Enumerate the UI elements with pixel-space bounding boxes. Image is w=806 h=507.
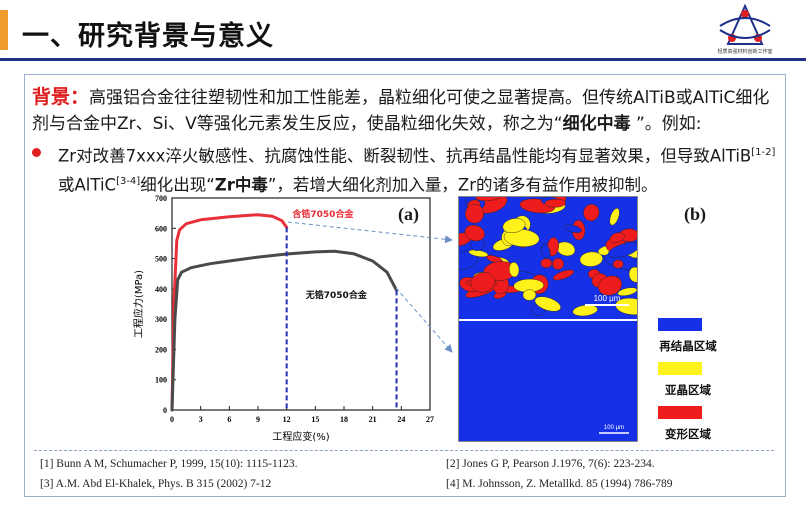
- chart-axes: 0 100 200 300 400 500 600 700 0 3 6 9 12 15 18 21 24 27: [155, 194, 434, 424]
- legend-item-deformed: 变形区域: [648, 406, 728, 450]
- grain-patch: [609, 232, 625, 243]
- series-label-no-zr: 无锆7050合金: [305, 289, 368, 301]
- scale-label-top: 100 μm: [594, 294, 621, 303]
- legend-item-subgrain: 亚晶区域: [648, 362, 728, 406]
- grain-patch: [522, 289, 537, 301]
- chart-markers: [285, 227, 398, 410]
- bullet-text-1: Zr对改善7xxx淬火敏感性、抗腐蚀性能、断裂韧性、抗再结晶性能均有显著效果，但…: [58, 146, 752, 166]
- grain-patch: [609, 208, 620, 226]
- y-tick-label: 100: [155, 376, 167, 385]
- grain-patch: [563, 224, 582, 233]
- reference-1: [1] Bunn A M, Schumacher P, 1999, 15(10)…: [40, 458, 298, 470]
- ebsd-bottom-map: [459, 321, 637, 441]
- y-tick-label: 600: [155, 224, 167, 233]
- series-line-0: [170, 213, 289, 412]
- grain-patch: [540, 258, 553, 269]
- references-divider: [34, 450, 774, 451]
- grain-patch: [572, 304, 598, 317]
- reference-2: [2] Jones G P, Pearson J.1976, 7(6): 223…: [446, 458, 655, 470]
- y-tick-label: 400: [155, 285, 167, 294]
- legend-label: 变形区域: [665, 429, 711, 441]
- x-axis-label: 工程应变(%): [272, 430, 329, 443]
- legend-swatch: [658, 362, 702, 375]
- legend-item-recrystallized: 再结晶区域: [648, 318, 728, 362]
- y-tick-label: 700: [155, 194, 167, 203]
- y-tick-label: 300: [155, 315, 167, 324]
- grain-patch: [552, 258, 564, 270]
- grain-patch: [583, 204, 600, 222]
- x-tick-label: 15: [311, 415, 319, 424]
- background-label: 背景：: [32, 86, 90, 108]
- y-tick-label: 200: [155, 345, 167, 354]
- grain-patch: [617, 287, 638, 296]
- y-axis-label: 工程应力(MPa): [132, 270, 145, 338]
- scale-label-bottom: 100 μm: [604, 425, 624, 431]
- legend-label: 再结晶区域: [659, 341, 717, 353]
- bullet-text-2: 或AlTiC: [58, 175, 117, 194]
- content-frame: [24, 74, 786, 497]
- x-tick-label: 18: [340, 415, 348, 424]
- grain-patch: [470, 272, 496, 293]
- background-emphasis: 细化中毒: [562, 114, 631, 134]
- bullet-text-3: 细化出现“: [140, 175, 215, 194]
- x-tick-label: 0: [170, 415, 174, 424]
- stress-strain-chart: 0 100 200 300 400 500 600 700 0 3 6 9 12 15 18 21 24 27 工…: [132, 194, 434, 443]
- citation-1-2: [1-2]: [751, 147, 776, 158]
- ebsd-maps: 100 μm 100 μm: [447, 192, 652, 441]
- grain-patch: [541, 243, 551, 259]
- grain-patch: [544, 198, 566, 208]
- ebsd-panel: 100 μm 100 μm: [447, 192, 652, 442]
- citation-3-4: [3-4]: [116, 175, 141, 187]
- legend-swatch: [658, 406, 702, 419]
- grain-patch: [598, 275, 622, 296]
- x-tick-label: 24: [397, 415, 405, 424]
- x-tick-label: 6: [227, 415, 231, 424]
- y-tick-label: 500: [155, 255, 167, 264]
- logo-caption: 轻质高强材料创新工作室: [717, 49, 773, 55]
- grain-patch: [464, 224, 485, 242]
- reference-4: [4] M. Johnsson, Z. Metallkd. 85 (1994) …: [446, 478, 673, 490]
- bullet-item: Zr对改善7xxx淬火敏感性、抗腐蚀性能、断裂韧性、抗再结晶性能均有显著效果，但…: [32, 140, 780, 197]
- bullet-emphasis: Zr中毒: [214, 175, 268, 194]
- panel-b-label: (b): [684, 204, 706, 224]
- background-text-1: 高强铝合金往往塑韧性和加工性能差，晶粒细化可使之显著提高。但传统AlTiB或Al…: [32, 88, 770, 134]
- grain-patch: [464, 204, 485, 224]
- y-tick-label: 0: [163, 406, 167, 415]
- background-text-2: ”。例如:: [630, 114, 702, 134]
- grain-patch: [612, 259, 624, 269]
- grain-patch: [534, 296, 561, 312]
- lab-logo: 轻质高强材料创新工作室: [690, 3, 800, 60]
- x-tick-label: 3: [199, 415, 203, 424]
- logo-mark-icon: [719, 3, 771, 45]
- grain-patch: [552, 269, 574, 281]
- x-tick-label: 12: [283, 415, 291, 424]
- grain-patch: [502, 218, 526, 234]
- series-line-1: [170, 249, 399, 412]
- grain-patch: [579, 251, 603, 267]
- title-accent-bar: [0, 10, 8, 50]
- bullet-text: Zr对改善7xxx淬火敏感性、抗腐蚀性能、断裂韧性、抗再结晶性能均有显著效果，但…: [58, 140, 780, 197]
- ebsd-legend: 再结晶区域 亚晶区域 变形区域: [648, 318, 728, 450]
- bullet-text-4: ”，若增大细化剂加入量，Zr的诸多有益作用被抑制。: [267, 175, 658, 194]
- series-label-zr: 含锆7050合金: [291, 208, 354, 220]
- title-rule: [0, 58, 806, 61]
- background-paragraph: 背景：高强铝合金往往塑韧性和加工性能差，晶粒细化可使之显著提高。但传统AlTiB…: [32, 84, 780, 137]
- plot-frame: [171, 197, 431, 411]
- title-bar: 一、研究背景与意义 轻质高强材料创新工作室: [0, 0, 806, 62]
- reference-3: [3] A.M. Abd El-Khalek, Phys. B 315 (200…: [40, 478, 272, 490]
- x-tick-label: 27: [426, 415, 434, 424]
- grain-patch: [508, 262, 520, 278]
- x-tick-label: 21: [369, 415, 377, 424]
- panel-a-label: (a): [398, 204, 419, 224]
- legend-swatch: [658, 318, 702, 331]
- bullet-dot-icon: [32, 148, 41, 157]
- x-tick-label: 9: [256, 415, 260, 424]
- slide-title: 一、研究背景与意义: [22, 21, 274, 52]
- legend-label: 亚晶区域: [665, 385, 711, 397]
- chart-series: [170, 213, 399, 412]
